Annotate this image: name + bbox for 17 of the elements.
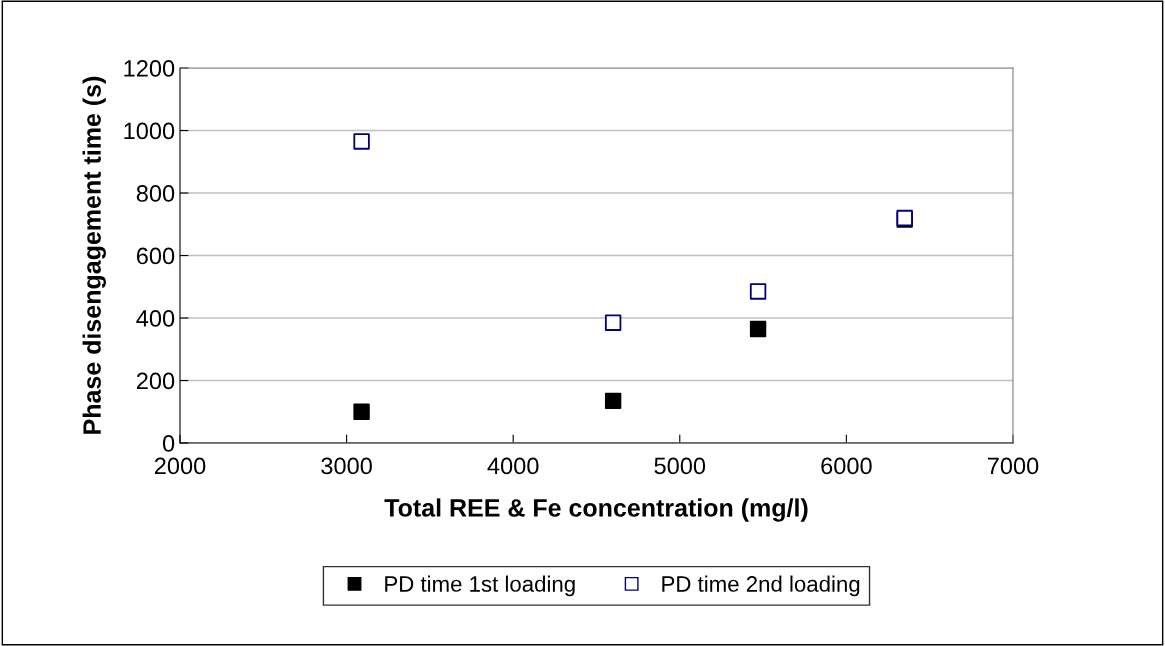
x-tick-label: 3000 bbox=[321, 457, 372, 475]
x-tick-label: 7000 bbox=[987, 457, 1039, 475]
x-tick-label: 5000 bbox=[654, 457, 706, 475]
y-tick-label: 800 bbox=[136, 185, 175, 202]
y-tick-label: 1200 bbox=[124, 60, 175, 77]
x-tick-label: 4000 bbox=[487, 457, 539, 475]
legend-label: PD time 2nd loading bbox=[662, 575, 860, 597]
y-tick-label: 1000 bbox=[124, 122, 175, 140]
x-tick-label: 6000 bbox=[821, 457, 872, 475]
x-tick-label: 2000 bbox=[154, 457, 206, 475]
x-axis-title: Total REE & Fe concentration (mg/l) bbox=[384, 498, 808, 522]
y-tick-label: 600 bbox=[136, 247, 175, 265]
y-tick-label: 0 bbox=[162, 435, 175, 452]
y-axis-title: Phase disengagement time (s) bbox=[82, 76, 106, 434]
legend-label: PD time 1st loading bbox=[385, 575, 575, 597]
y-tick-label: 200 bbox=[136, 372, 175, 390]
y-tick-label: 400 bbox=[136, 310, 175, 327]
